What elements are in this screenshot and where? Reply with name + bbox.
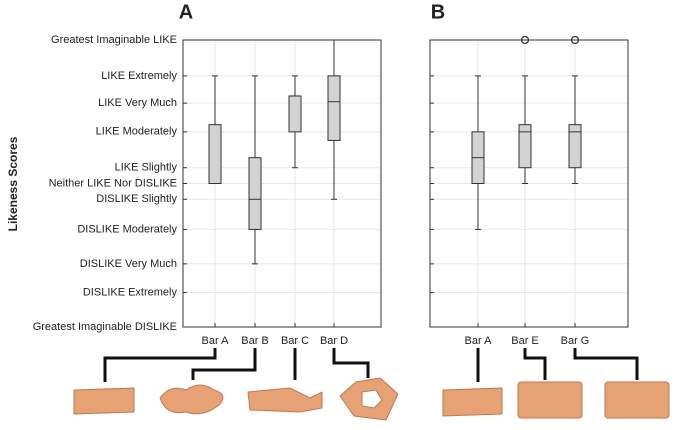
y-tick-label: Greatest Imaginable DISLIKE — [33, 321, 177, 333]
y-tick-label: LIKE Moderately — [96, 126, 178, 138]
y-tick-label: DISLIKE Very Much — [80, 258, 177, 270]
chart-title: B — [431, 1, 445, 23]
y-tick-label: LIKE Slightly — [115, 162, 178, 174]
box — [518, 124, 532, 169]
y-tick-label: DISLIKE Slightly — [96, 193, 177, 205]
y-tick-label: Greatest Imaginable LIKE — [51, 34, 177, 46]
x-tick-label: Bar A — [202, 335, 230, 347]
y-tick-label: LIKE Extremely — [101, 70, 177, 82]
box — [327, 75, 341, 141]
x-tick-label: Bar G — [561, 335, 590, 347]
box — [248, 157, 262, 230]
x-tick-label: Bar D — [320, 335, 348, 347]
outlier — [520, 35, 530, 45]
y-tick-label: Neither LIKE Nor DISLIKE — [49, 177, 177, 189]
y-tick-label: LIKE Very Much — [98, 97, 177, 109]
box — [208, 124, 222, 184]
x-tick-label: Bar C — [281, 335, 309, 347]
y-tick-label: DISLIKE Moderately — [77, 223, 177, 235]
x-tick-label: Bar B — [241, 335, 269, 347]
outlier — [570, 35, 580, 45]
x-tick-label: Bar E — [511, 335, 539, 347]
shape-icons — [73, 377, 670, 421]
box — [288, 95, 302, 133]
chart-title: A — [179, 1, 193, 23]
connectors — [103, 348, 639, 382]
x-tick-label: Bar A — [465, 335, 493, 347]
box — [568, 124, 582, 169]
y-tick-label: DISLIKE Extremely — [83, 286, 178, 298]
y-axis-label: Likeness Scores — [6, 136, 20, 231]
